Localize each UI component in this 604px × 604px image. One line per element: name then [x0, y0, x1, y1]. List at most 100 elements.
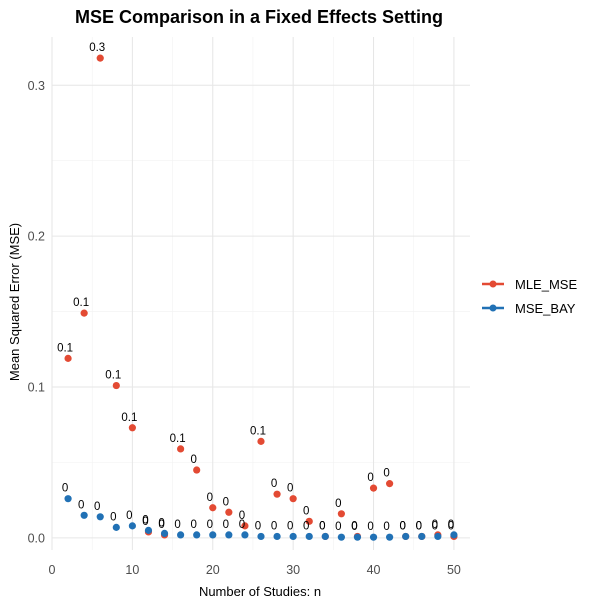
- series-MLE_MSE: [64, 54, 458, 541]
- data-point: [257, 532, 265, 541]
- data-point: [96, 513, 104, 521]
- data-point: [386, 533, 394, 541]
- data-point: [241, 531, 249, 539]
- data-label: 0.1: [105, 370, 121, 382]
- data-point: [418, 532, 426, 541]
- data-point: [369, 484, 378, 492]
- data-point: [64, 495, 72, 503]
- data-point: [128, 522, 136, 530]
- data-label: 0: [126, 510, 132, 522]
- x-tick-label: 10: [125, 563, 139, 577]
- data-label: 0: [78, 499, 84, 511]
- data-label: 0: [432, 520, 438, 532]
- data-point: [96, 54, 104, 62]
- data-point: [177, 531, 185, 539]
- grid: [51, 37, 470, 550]
- data-label: 0: [351, 520, 357, 532]
- legend-label-bay: MSE_BAY: [515, 301, 576, 316]
- y-tick-label: 0.1: [28, 381, 45, 395]
- data-point: [305, 517, 313, 525]
- data-label: 0: [190, 519, 196, 531]
- data-label: 0: [383, 468, 389, 480]
- data-label: 0: [367, 472, 373, 484]
- data-point: [193, 531, 201, 539]
- data-label: 0: [319, 520, 325, 532]
- data-label: 0: [62, 483, 68, 495]
- legend: MLE_MSE MSE_BAY: [482, 277, 577, 316]
- data-point: [305, 532, 313, 541]
- data-label: 0: [335, 521, 341, 533]
- data-label: 0: [255, 520, 261, 532]
- series-MSE_BAY: [64, 495, 458, 541]
- data-label: 0: [158, 517, 164, 529]
- data-point: [128, 424, 136, 432]
- data-label: 0: [303, 520, 309, 532]
- data-label: 0: [367, 521, 373, 533]
- data-label: 0: [448, 520, 454, 532]
- data-point: [434, 532, 442, 541]
- x-axis-label: Number of Studies: n: [199, 584, 321, 599]
- data-point: [209, 504, 217, 512]
- data-point: [289, 495, 297, 503]
- data-point: [144, 526, 153, 534]
- x-tick-label: 40: [367, 563, 381, 577]
- data-label: 0: [432, 519, 438, 531]
- y-tick-label: 0.2: [28, 230, 45, 244]
- data-label: 0: [287, 520, 293, 532]
- data-point: [353, 533, 362, 541]
- legend-item-mle: MLE_MSE: [482, 277, 577, 292]
- data-point: [160, 529, 169, 538]
- data-label: 0: [142, 516, 148, 528]
- legend-label-mle: MLE_MSE: [515, 277, 577, 292]
- data-label: 0: [271, 520, 277, 532]
- data-label: 0: [383, 521, 389, 533]
- data-point: [209, 531, 217, 539]
- data-point: [321, 532, 329, 541]
- data-label: 0: [142, 514, 148, 526]
- data-label: 0.1: [73, 297, 89, 309]
- tick-labels: 0 10 20 30 40 50 0.0 0.1 0.2 0.3: [28, 79, 461, 577]
- y-tick-label: 0.3: [28, 79, 45, 93]
- data-label: 0: [416, 520, 422, 532]
- data-point: [402, 532, 410, 541]
- data-label: 0: [239, 519, 245, 531]
- data-point: [177, 445, 185, 453]
- data-point: [386, 480, 394, 488]
- x-tick-label: 30: [286, 563, 300, 577]
- chart-title: MSE Comparison in a Fixed Effects Settin…: [75, 7, 443, 27]
- data-label: 0: [223, 519, 229, 531]
- data-point: [273, 532, 281, 541]
- data-point: [80, 309, 88, 317]
- x-tick-label: 0: [49, 563, 56, 577]
- data-label: 0: [399, 520, 405, 532]
- data-points: [64, 54, 458, 541]
- data-label: 0: [271, 478, 277, 490]
- data-label: 0: [190, 454, 196, 466]
- data-label: 0.1: [170, 433, 186, 445]
- data-label: 0: [110, 511, 116, 523]
- data-label: 0: [239, 510, 245, 522]
- data-point: [64, 354, 72, 362]
- legend-item-bay: MSE_BAY: [482, 301, 576, 316]
- data-point: [80, 511, 88, 519]
- data-point: [225, 531, 233, 539]
- data-point: [337, 510, 345, 518]
- data-point: [112, 381, 120, 390]
- data-point: [369, 533, 378, 541]
- data-point: [112, 523, 120, 531]
- data-label: 0: [448, 519, 454, 531]
- data-point: [193, 466, 201, 474]
- data-label: 0: [303, 505, 309, 517]
- data-label: 0.1: [57, 342, 73, 354]
- data-label: 0: [399, 520, 405, 532]
- data-point: [273, 490, 281, 498]
- x-tick-label: 50: [447, 563, 461, 577]
- data-label: 0: [174, 519, 180, 531]
- data-label: 0: [158, 519, 164, 531]
- data-label: 0: [207, 519, 213, 531]
- data-label: 0.3: [89, 42, 105, 54]
- data-label: 0: [351, 521, 357, 533]
- y-tick-label: 0.0: [28, 531, 45, 545]
